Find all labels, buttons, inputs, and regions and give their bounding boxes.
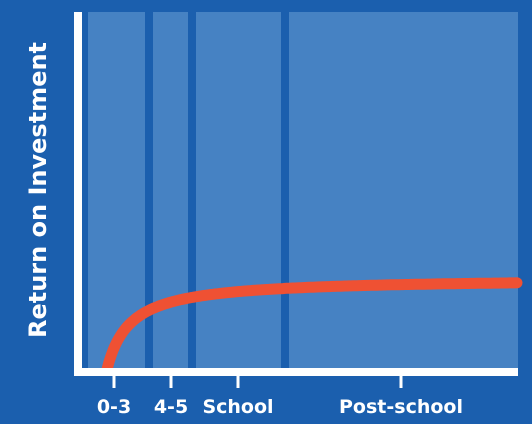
stage-divider-1 — [145, 12, 153, 368]
y-axis-line — [74, 12, 82, 376]
roi-curve — [101, 277, 523, 375]
stage-dividers — [145, 12, 289, 368]
x-tick-label-2: 4-5 — [153, 396, 189, 418]
x-tick-3 — [236, 376, 240, 388]
x-tick-1 — [112, 376, 116, 388]
x-tick-label-3: School — [202, 396, 274, 418]
x-tick-label-1: 0-3 — [96, 396, 132, 418]
axes — [74, 12, 518, 388]
x-axis-line — [74, 368, 518, 376]
y-axis-label: Return on Investment — [24, 41, 52, 339]
stage-divider-3 — [281, 12, 289, 368]
stage-divider-2 — [188, 12, 196, 368]
x-tick-4 — [399, 376, 403, 388]
x-tick-label-4: Post-school — [339, 396, 463, 418]
x-tick-2 — [169, 376, 173, 388]
